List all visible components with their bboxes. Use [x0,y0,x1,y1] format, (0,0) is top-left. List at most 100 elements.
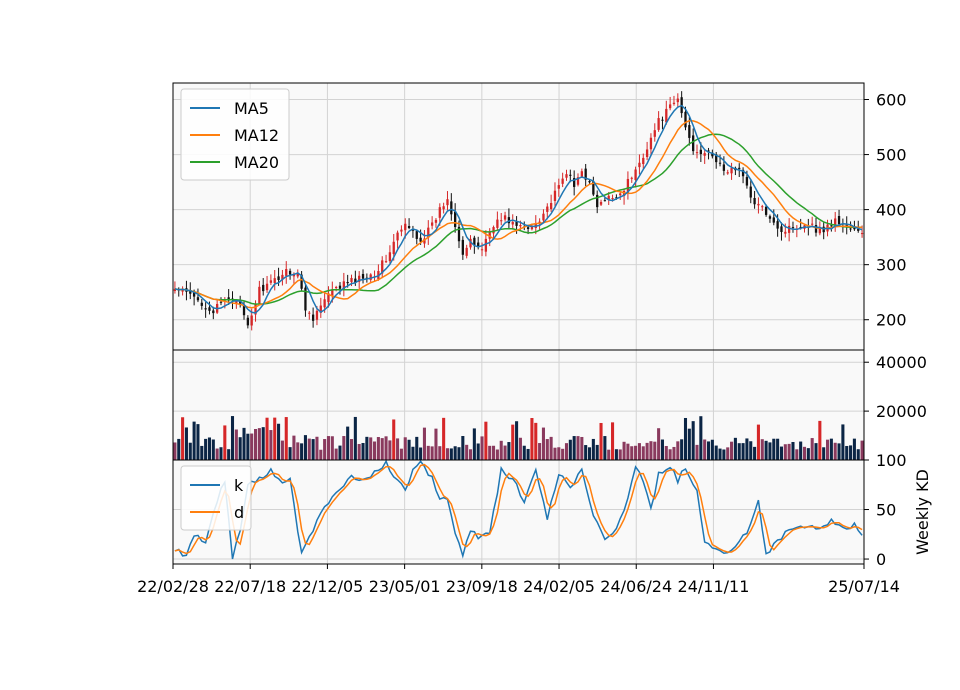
volume-bar [833,442,837,460]
volume-bar [691,421,695,460]
volume-bar [810,438,814,460]
x-tick-label: 24/06/24 [600,577,672,596]
candle-body [573,178,576,187]
candle-body [857,228,860,231]
volume-bar [703,439,707,460]
volume-bar [580,436,584,460]
candle-body [407,226,411,229]
candle-body [273,278,276,283]
candle-body [599,201,603,205]
candle-body [580,171,583,177]
candle-body [711,152,714,157]
volume-bar [737,443,741,460]
panel-background-2 [173,350,864,460]
x-tick-label: 24/11/11 [678,577,750,596]
candle-body [791,227,795,229]
price-legend-label: MA20 [234,153,279,172]
volume-bar [557,447,561,460]
volume-bar [219,447,223,460]
candle-body [722,164,726,171]
volume-bar [215,448,219,460]
volume-bar [361,442,365,460]
volume-bar [303,435,307,460]
volume-bar [672,446,676,460]
candle-body [438,207,441,218]
candle-body [849,228,852,230]
volume-bar [852,438,856,460]
volume-bar [753,446,757,460]
volume-bar [776,438,780,460]
price-legend-label: MA5 [234,99,269,118]
candle-body [173,288,177,292]
volume-bar [499,440,503,460]
candle-body [354,278,357,283]
volume-bar [188,442,192,460]
candle-body [515,221,518,226]
volume-bar [184,427,188,460]
volume-bar [357,443,361,460]
x-tick-label: 22/12/05 [291,577,363,596]
candle-body [319,305,322,313]
volume-bar [657,428,661,460]
candle-body [692,135,695,152]
volume-bar [238,437,242,460]
candle-body [419,237,422,242]
candle-body [335,287,338,289]
volume-bar [204,438,208,460]
candle-body [630,177,633,179]
candle-body [327,293,330,303]
candle-body [668,104,672,109]
candle-body [653,130,656,137]
volume-bar [618,449,622,460]
volume-bar [177,438,181,460]
y-tick-label: 500 [876,146,907,165]
volume-bar [818,420,822,460]
candle-body [753,197,756,205]
volume-bar [576,436,580,460]
volume-bar [849,445,853,460]
candle-body [738,167,741,169]
kd-legend-label: k [234,476,244,495]
volume-bar [764,440,768,460]
volume-bar [518,437,522,460]
candle-body [503,215,507,220]
candle-body [235,300,238,303]
volume-bar [680,439,684,460]
candle-body [634,169,637,181]
candle-body [853,227,856,230]
volume-bar [311,439,315,460]
candle-body [546,206,549,212]
candle-body [745,177,749,186]
volume-bar [730,441,734,460]
candle-body [450,201,453,215]
volume-bar [227,449,231,460]
volume-bar [453,446,457,460]
x-tick-label: 23/05/01 [369,577,441,596]
volume-bar [495,449,499,460]
candle-body [638,162,641,168]
volume-bar [449,448,453,460]
volume-bar [411,446,415,460]
volume-bar [699,416,703,460]
volume-bar [860,440,864,460]
volume-bar [599,422,603,460]
candle-body [331,289,334,296]
candle-body [764,206,768,215]
candle-body [427,227,430,238]
candle-body [242,305,246,316]
volume-bar [622,441,626,460]
x-tick-label: 24/02/05 [523,577,595,596]
candle-body [484,238,488,252]
candle-body [415,231,418,239]
volume-bar [714,445,718,460]
candle-body [818,228,822,234]
volume-bar [242,427,246,460]
candle-body [596,194,599,208]
candle-body [392,241,395,255]
volume-bar [319,449,323,460]
candle-body [477,242,480,248]
volume-bar [856,449,860,460]
candle-body [703,153,706,156]
candle-body [519,225,522,227]
candle-body [404,223,407,231]
